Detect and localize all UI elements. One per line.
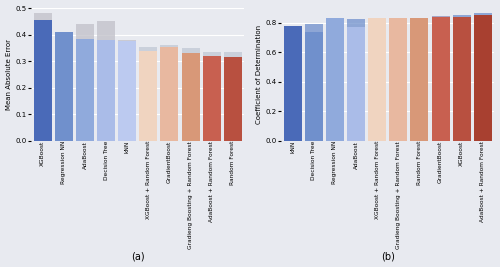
Bar (97, 21, 115, 40)
X-axis label: (b): (b) (381, 252, 394, 261)
Bar (452, 15, 470, 17)
Bar (160, 46, 178, 141)
Bar (432, 17, 450, 141)
Y-axis label: Mean Absolute Error: Mean Absolute Error (6, 39, 12, 110)
Bar (97, 40, 115, 141)
Bar (140, 50, 158, 141)
Bar (474, 15, 492, 141)
Bar (284, 26, 302, 141)
Bar (182, 53, 200, 141)
Bar (326, 18, 344, 141)
Bar (34, 13, 52, 20)
Bar (76, 24, 94, 39)
Bar (118, 40, 136, 41)
Bar (390, 18, 407, 141)
Bar (305, 23, 323, 32)
Bar (118, 41, 136, 141)
Bar (347, 19, 365, 26)
Bar (140, 46, 158, 50)
Bar (410, 18, 428, 141)
Bar (305, 32, 323, 141)
Bar (182, 48, 200, 53)
Bar (55, 32, 73, 141)
X-axis label: (a): (a) (131, 252, 144, 261)
Bar (34, 20, 52, 141)
Bar (224, 57, 242, 141)
Bar (202, 56, 220, 141)
Bar (368, 18, 386, 141)
Y-axis label: Coefficient of Determination: Coefficient of Determination (256, 25, 262, 124)
Bar (202, 52, 220, 56)
Bar (347, 26, 365, 141)
Bar (76, 39, 94, 141)
Bar (452, 17, 470, 141)
Bar (224, 52, 242, 57)
Bar (160, 45, 178, 46)
Bar (474, 13, 492, 15)
